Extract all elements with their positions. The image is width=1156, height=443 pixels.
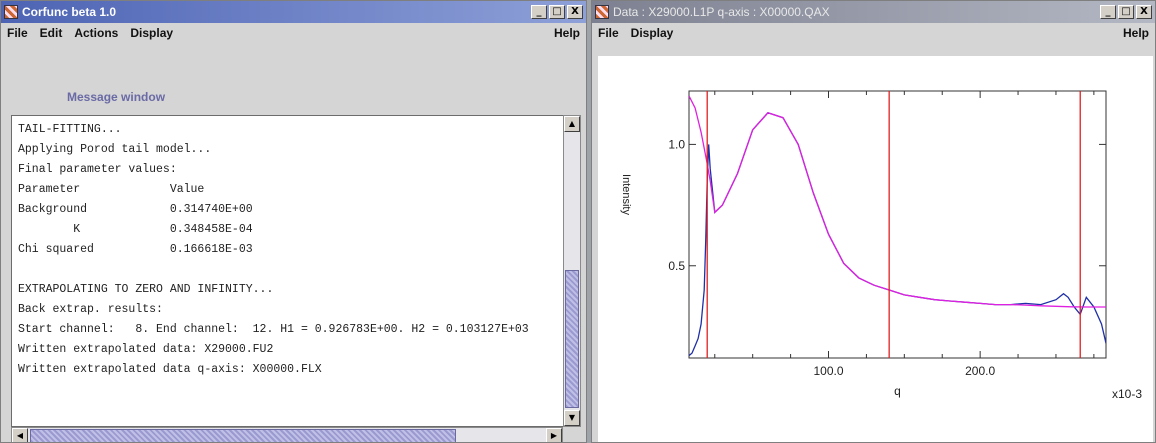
menu-file[interactable]: File (598, 26, 619, 40)
y-tick-label: 0.5 (668, 259, 685, 273)
log-line: Start channel: 8. End channel: 12. H1 = … (18, 323, 529, 336)
message-window-label: Message window (67, 90, 166, 104)
data-window-title: Data : X29000.L1P q-axis : X00000.QAX (613, 5, 830, 19)
maximize-button[interactable]: □ (1118, 5, 1134, 19)
corfunc-title-bar[interactable]: Corfunc beta 1.0 _ □ X (1, 1, 586, 23)
menu-file[interactable]: File (7, 26, 28, 40)
menu-help[interactable]: Help (553, 26, 580, 40)
log-line (18, 260, 563, 280)
log-line: Parameter Value (18, 183, 205, 196)
vertical-scroll-thumb[interactable] (565, 270, 579, 408)
message-text-area[interactable]: TAIL-FITTING... Applying Porod tail model… (11, 115, 563, 427)
y-tick-label: 1.0 (668, 137, 685, 151)
y-axis-label: Intensity (620, 174, 632, 215)
x-multiplier-label: x10-3 (1112, 387, 1142, 401)
horizontal-scroll-thumb[interactable] (30, 429, 456, 442)
data-plot-window: Data : X29000.L1P q-axis : X00000.QAX _ … (591, 0, 1156, 443)
corfunc-window: Corfunc beta 1.0 _ □ X File Edit Actions… (0, 0, 587, 443)
maximize-button[interactable]: □ (549, 5, 565, 19)
data-menubar: File Display Help (592, 23, 1155, 43)
scroll-right-arrow-icon[interactable]: ▶ (546, 428, 562, 442)
log-line: Written extrapolated data q-axis: X00000… (18, 363, 322, 376)
x-tick-label: 200.0 (965, 364, 995, 378)
log-line: Written extrapolated data: X29000.FU2 (18, 343, 274, 356)
close-button[interactable]: X (1136, 5, 1152, 19)
corfunc-window-title: Corfunc beta 1.0 (22, 5, 117, 19)
intensity-chart[interactable]: 0.5 1.0 100.0 200.0 q Intensity x10-3 (598, 56, 1153, 443)
data-title-bar[interactable]: Data : X29000.L1P q-axis : X00000.QAX _ … (592, 1, 1155, 23)
log-line: Chi squared 0.166618E-03 (18, 243, 253, 256)
menu-edit[interactable]: Edit (39, 26, 63, 40)
plot-frame (688, 90, 1107, 359)
minimize-button[interactable]: _ (531, 5, 547, 19)
java-app-icon (4, 5, 18, 19)
menu-actions[interactable]: Actions (74, 26, 119, 40)
scroll-down-arrow-icon[interactable]: ▼ (564, 410, 580, 426)
menu-help[interactable]: Help (1122, 26, 1149, 40)
log-line: Back extrap. results: (18, 303, 163, 316)
menu-display[interactable]: Display (130, 26, 174, 40)
scroll-up-arrow-icon[interactable]: ▲ (564, 116, 580, 132)
scroll-left-arrow-icon[interactable]: ◀ (12, 428, 28, 442)
minimize-button[interactable]: _ (1100, 5, 1116, 19)
log-line: Applying Porod tail model... (18, 143, 212, 156)
x-axis-label: q (894, 384, 901, 398)
log-line: Final parameter values: (18, 163, 177, 176)
log-line: Background 0.314740E+00 (18, 203, 253, 216)
menu-display[interactable]: Display (630, 26, 674, 40)
log-line: EXTRAPOLATING TO ZERO AND INFINITY... (18, 283, 274, 296)
close-button[interactable]: X (567, 5, 583, 19)
message-log: TAIL-FITTING... Applying Porod tail model… (12, 116, 563, 380)
chart-panel[interactable]: 0.5 1.0 100.0 200.0 q Intensity x10-3 (598, 56, 1153, 443)
corfunc-menubar: File Edit Actions Display Help (1, 23, 586, 43)
vertical-scrollbar[interactable]: ▲ ▼ (563, 115, 581, 427)
fit-series-line (689, 95, 1106, 308)
log-line: TAIL-FITTING... (18, 123, 122, 136)
java-app-icon (595, 5, 609, 19)
log-line: K 0.348458E-04 (18, 223, 253, 236)
x-tick-label: 100.0 (813, 364, 843, 378)
horizontal-scrollbar[interactable]: ◀ ▶ (11, 427, 563, 442)
